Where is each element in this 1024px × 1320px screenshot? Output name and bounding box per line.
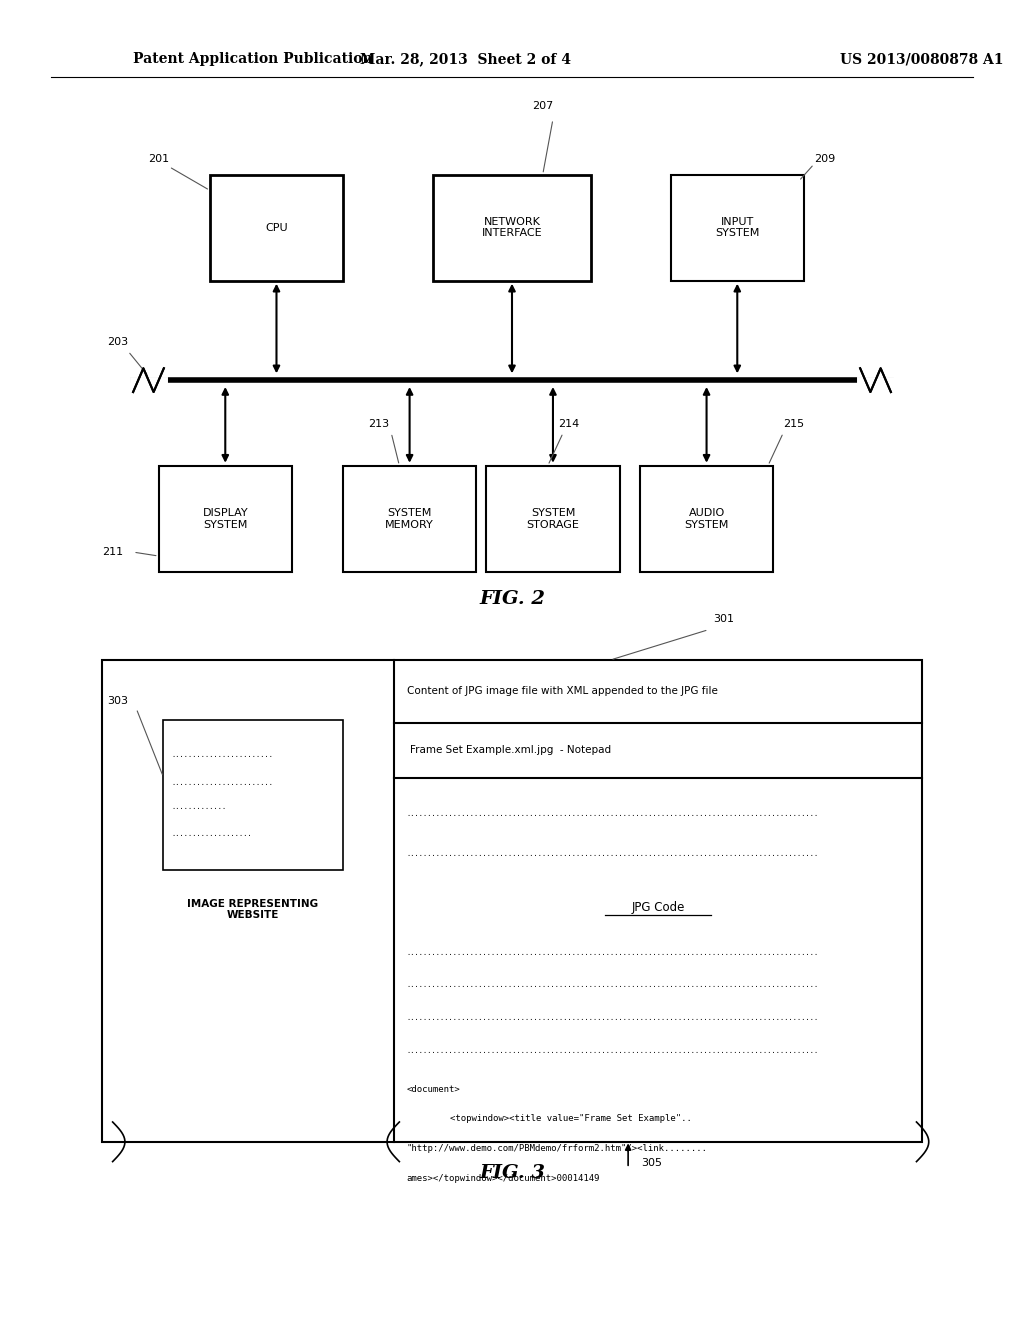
Bar [640,466,773,572]
Text: 203: 203 [108,337,129,347]
Bar [343,466,476,572]
Text: 303: 303 [108,696,129,706]
Text: 201: 201 [148,154,170,164]
Text: 301: 301 [713,614,734,624]
Text: ........................: ........................ [172,751,273,758]
Text: SYSTEM
MEMORY: SYSTEM MEMORY [385,508,434,529]
Text: ................................................................................: ........................................… [407,1015,819,1022]
Text: 215: 215 [783,418,805,429]
Text: JPG Code: JPG Code [631,900,685,913]
Text: 209: 209 [814,154,836,164]
Text: 207: 207 [532,102,554,111]
Bar [164,721,342,870]
Bar [486,466,620,572]
Text: FIG. 2: FIG. 2 [479,590,545,609]
Text: <topwindow><title value="Frame Set Example"..: <topwindow><title value="Frame Set Examp… [407,1114,691,1123]
Text: ...................: ................... [172,830,252,837]
Text: INPUT
SYSTEM: INPUT SYSTEM [715,216,760,239]
Text: Frame Set Example.xml.jpg  - Notepad: Frame Set Example.xml.jpg - Notepad [410,746,610,755]
Text: ................................................................................: ........................................… [407,812,819,817]
Text: ................................................................................: ........................................… [407,949,819,956]
Text: Content of JPG image file with XML appended to the JPG file: Content of JPG image file with XML appen… [407,686,718,697]
Text: ................................................................................: ........................................… [407,851,819,858]
Text: ................................................................................: ........................................… [407,982,819,989]
Text: DISPLAY
SYSTEM: DISPLAY SYSTEM [203,508,248,529]
Bar [432,174,592,281]
Text: "http://www.demo.com/PBMdemo/frform2.htm"/><link........: "http://www.demo.com/PBMdemo/frform2.htm… [407,1144,708,1154]
Text: Mar. 28, 2013  Sheet 2 of 4: Mar. 28, 2013 Sheet 2 of 4 [360,53,571,66]
Bar [159,466,292,572]
Text: IMAGE REPRESENTING
WEBSITE: IMAGE REPRESENTING WEBSITE [187,899,318,920]
Text: NETWORK
INTERFACE: NETWORK INTERFACE [481,216,543,239]
Bar [102,660,922,1142]
Text: CPU: CPU [265,223,288,232]
Text: ................................................................................: ........................................… [407,1048,819,1053]
Text: <document>: <document> [407,1085,460,1093]
Text: 213: 213 [368,418,389,429]
Text: ........................: ........................ [172,780,273,785]
Text: AUDIO
SYSTEM: AUDIO SYSTEM [684,508,729,529]
Bar [210,174,343,281]
Text: .............: ............. [172,804,226,810]
Text: US 2013/0080878 A1: US 2013/0080878 A1 [840,53,1004,66]
Text: 305: 305 [641,1158,663,1168]
Text: FIG. 3: FIG. 3 [479,1164,545,1183]
Text: 214: 214 [558,418,580,429]
Text: ames></topwindow></document>00014149: ames></topwindow></document>00014149 [407,1173,600,1183]
Text: SYSTEM
STORAGE: SYSTEM STORAGE [526,508,580,529]
Bar [671,174,804,281]
Text: 211: 211 [102,546,124,557]
Text: Patent Application Publication: Patent Application Publication [133,53,373,66]
